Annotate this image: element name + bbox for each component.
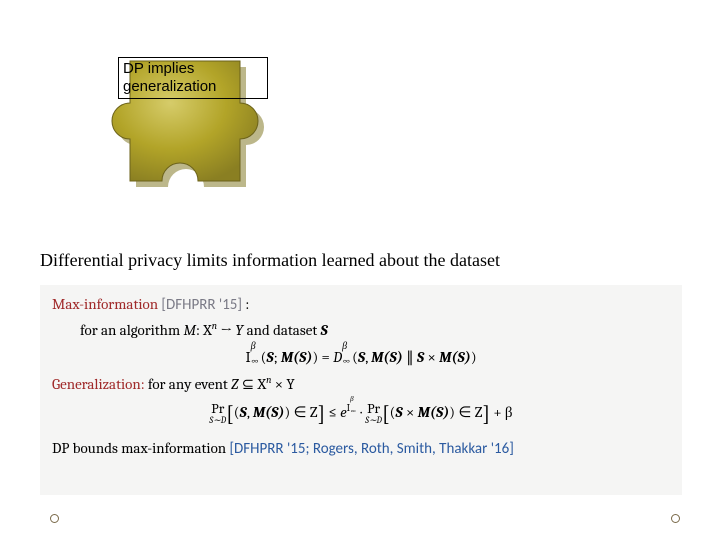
f-Sp2: (S) [384, 348, 403, 366]
g-M1: M [253, 403, 265, 421]
f-D: D [333, 348, 342, 366]
g-Sp2: (S) [430, 403, 449, 421]
g-exp: Iβ∞ [347, 402, 357, 414]
algo-colon: : X [196, 321, 212, 339]
g-times: × [403, 403, 418, 421]
puzzle-label: DP implies generalization [118, 57, 268, 99]
f-M1: M [281, 348, 293, 366]
algo-arrow: → [217, 321, 235, 339]
f-eq: = [318, 348, 333, 366]
g-Sp1: (S) [265, 403, 284, 421]
dp-pre: DP bounds max-information [52, 439, 229, 457]
heading-colon: : [245, 295, 249, 313]
g-inZ2: ∈ Z [455, 403, 482, 421]
puzzle-label-line1: DP implies [123, 60, 194, 77]
footer-bullets [0, 514, 720, 526]
lbracket1: [ [226, 401, 234, 427]
slide: DP implies generalization Differential p… [0, 0, 720, 540]
max-info-label: Max-information [52, 295, 158, 313]
f-Sp3: (S) [452, 348, 471, 366]
g-le: ≤ [325, 403, 340, 421]
f-M3: M [439, 348, 451, 366]
puzzle-label-line2: generalization [123, 78, 216, 95]
f-par: ∥ [403, 348, 417, 366]
gen-sub: ⊆ X [238, 375, 266, 393]
f-Sp1: (S) [293, 348, 312, 366]
citation-2: [DFHPRR '15; Rogers, Roth, Smith, Thakka… [229, 440, 513, 458]
f-sep: ; [274, 348, 281, 366]
f-close2: ) [471, 348, 477, 366]
generalization-line: Generalization: for any event Z ⊆ Xn × Y [52, 374, 670, 393]
g-plusbeta: + β [490, 403, 513, 421]
gen-label: Generalization: [52, 375, 145, 393]
algo-and: and dataset [243, 321, 320, 339]
gen-text: for any event [145, 375, 232, 393]
dp-bounds-line: DP bounds max-information [DFHPRR '15; R… [52, 439, 670, 458]
f-S1: S [266, 348, 273, 366]
algo-pre: for an algorithm [80, 321, 184, 339]
g-S1: S [240, 403, 247, 421]
puzzle-piece: DP implies generalization [100, 35, 280, 215]
f-D-supsub: β∞ [342, 347, 352, 362]
pr-left: PrS∼D [209, 402, 226, 426]
max-info-heading: Max-information [DFHPRR '15] : [52, 295, 670, 314]
math-box: Max-information [DFHPRR '15] : for an al… [40, 285, 682, 495]
g-M2: M [418, 403, 430, 421]
bullet-left-icon [50, 514, 59, 523]
algo-S: S [321, 321, 328, 339]
g-S2: S [395, 403, 402, 421]
headline-text: Differential privacy limits information … [40, 250, 500, 271]
algo-M: M [184, 321, 197, 339]
f-I-supsub: β∞ [251, 347, 261, 362]
bullet-right-icon [671, 514, 680, 523]
citation-1: [DFHPRR '15] [161, 296, 242, 314]
gen-xY: × Y [271, 375, 294, 393]
formula-maxinfo: Iβ∞(S; M(S)) = Dβ∞(S, M(S) ∥ S × M(S)) [52, 347, 670, 366]
pr-right: PrS∼D [365, 402, 382, 426]
f-M2: M [371, 348, 383, 366]
formula-generalization: PrS∼D[(S, M(S)) ∈ Z] ≤ eIβ∞ · PrS∼D[(S ×… [52, 401, 670, 427]
lbracket2: [ [382, 401, 390, 427]
rbracket2: ] [482, 401, 490, 427]
g-inZ1: ∈ Z [290, 403, 317, 421]
f-times1: × [424, 348, 439, 366]
algorithm-line: for an algorithm M: Xn → Y and dataset S [80, 320, 670, 339]
